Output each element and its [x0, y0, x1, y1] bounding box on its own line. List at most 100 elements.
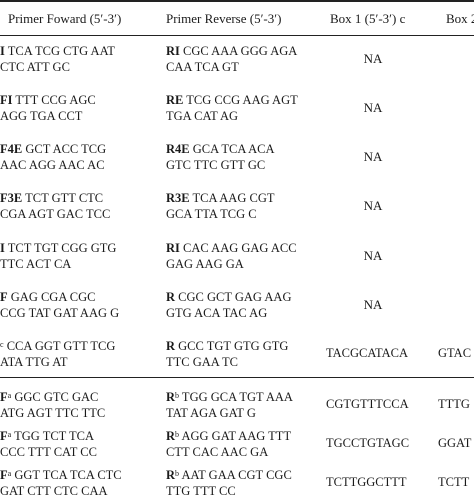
- primer-reverse-seq-line1: AAT GAA CGT CGC: [179, 468, 292, 482]
- primer-forward-tag: FI: [0, 93, 13, 107]
- primer-forward-cell: Fa TGG TCT TCA CCC TTT CAT CC: [0, 428, 97, 460]
- box2-sequence: TTTG: [438, 397, 470, 411]
- primer-forward-seq-line2: GAT CTT CTC CAA: [0, 484, 108, 498]
- primer-forward-cell: c CCA GGT GTT TCG ATA TTG AT: [0, 338, 115, 370]
- primer-reverse-seq-line1: GCC TGT GTG GTG: [175, 339, 289, 353]
- primer-reverse-cell: Rb AAT GAA CGT CGC TTG TTT CC: [166, 467, 292, 499]
- primer-reverse-seq-line1: TGG GCA TGT AAA: [179, 390, 293, 404]
- primer-forward-seq-line2: ATA TTG AT: [0, 355, 68, 369]
- primer-reverse-cell: R CGC GCT GAG AAG GTG ACA TAC AG: [166, 289, 291, 321]
- box1-na: NA: [363, 198, 383, 213]
- primer-reverse-cell: R GCC TGT GTG GTG TTC GAA TC: [166, 338, 288, 370]
- primer-forward-seq-line1: CCA GGT GTT TCG: [3, 339, 116, 353]
- box1-sequence: TCTTGGCTTT: [326, 475, 407, 489]
- primer-reverse-cell: RI CGC AAA GGG AGA CAA TCA GT: [166, 43, 297, 75]
- primer-forward-seq-line2: AAC AGG AAC AC: [0, 158, 105, 172]
- box1-na: NA: [363, 297, 383, 312]
- primer-reverse-cell: R3E TCA AAG CGT GCA TTA TCG C: [166, 190, 274, 222]
- primer-forward-tag: F: [0, 429, 8, 443]
- primer-reverse-cell: Rb TGG GCA TGT AAA TAT AGA GAT G: [166, 389, 293, 421]
- primer-forward-footnote: a: [7, 430, 12, 439]
- primer-reverse-seq-line1: GCA TCA ACA: [189, 142, 275, 156]
- primer-reverse-seq-line2: TTG TTT CC: [166, 484, 236, 498]
- primer-forward-tag: F: [0, 290, 8, 304]
- primer-forward-tag: F4E: [0, 142, 23, 156]
- box1-na: NA: [363, 248, 383, 263]
- primer-reverse-seq-line2: GTG ACA TAC AG: [166, 306, 268, 320]
- box1-na: NA: [363, 100, 383, 115]
- box2-sequence: GGAT: [438, 436, 472, 450]
- top-rule: [0, 0, 474, 2]
- box1-na: NA: [363, 51, 383, 66]
- primer-forward-seq-line1: GGC GTC GAC: [11, 390, 99, 404]
- primer-forward-seq-line1: TTT CCG AGC: [12, 93, 96, 107]
- primer-reverse-seq-line1: CGC AAA GGG AGA: [179, 44, 298, 58]
- primer-forward-seq-line1: GAG CGA CGC: [7, 290, 96, 304]
- primer-forward-tag: F: [0, 390, 8, 404]
- primer-reverse-footnote: b: [175, 430, 180, 439]
- header-box2: Box 2: [446, 11, 474, 26]
- primer-forward-tag: I: [0, 241, 5, 255]
- primer-reverse-tag: R: [166, 390, 176, 404]
- header-primer-forward: Primer Foward (5′-3′): [8, 11, 122, 26]
- primer-forward-seq-line2: TTC ACT CA: [0, 257, 72, 271]
- primer-reverse-cell: R4E GCA TCA ACA GTC TTC GTT GC: [166, 141, 275, 173]
- primer-forward-seq-line1: TGG TCT TCA: [11, 429, 94, 443]
- primer-forward-tag: F: [0, 468, 8, 482]
- primer-forward-cell: FI TTT CCG AGC AGG TGA CCT: [0, 92, 96, 124]
- primer-reverse-seq-line1: TCG CCG AAG AGT: [183, 93, 298, 107]
- primer-reverse-seq-line1: AGG GAT AAG TTT: [179, 429, 292, 443]
- box2-sequence: TCTT: [438, 475, 470, 489]
- primer-reverse-cell: RE TCG CCG AAG AGT TGA CAT AG: [166, 92, 298, 124]
- primer-reverse-tag: R3E: [166, 191, 190, 205]
- header-box1: Box 1 (5′-3′) c: [330, 11, 406, 26]
- primer-reverse-tag: RE: [166, 93, 184, 107]
- primer-forward-cell: I TCA TCG CTG AAT CTC ATT GC: [0, 43, 115, 75]
- primer-forward-seq-line1: TCT GTT CTC: [22, 191, 104, 205]
- primer-forward-cell: Fa GGT TCA TCA CTC GAT CTT CTC CAA: [0, 467, 122, 499]
- primer-reverse-seq-line2: GTC TTC GTT GC: [166, 158, 266, 172]
- primer-forward-cell: F3E TCT GTT CTC CGA AGT GAC TCC: [0, 190, 110, 222]
- primer-forward-seq-line1: GCT ACC TCG: [22, 142, 107, 156]
- primer-reverse-tag: R: [166, 290, 176, 304]
- primer-forward-seq-line1: GGT TCA TCA CTC: [11, 468, 122, 482]
- primer-reverse-footnote: b: [175, 391, 180, 400]
- primer-forward-footnote: c: [0, 340, 4, 349]
- primer-forward-cell: F4E GCT ACC TCG AAC AGG AAC AC: [0, 141, 106, 173]
- primer-forward-tag: I: [0, 44, 5, 58]
- primer-reverse-cell: RI CAC AAG GAG ACC GAG AAG GA: [166, 240, 297, 272]
- primer-forward-seq-line1: TCA TCG CTG AAT: [4, 44, 115, 58]
- header-rule: [0, 35, 474, 36]
- primer-reverse-seq-line2: CAA TCA GT: [166, 60, 239, 74]
- primer-forward-cell: F GAG CGA CGC CCG TAT GAT AAG G: [0, 289, 119, 321]
- box1-sequence: TGCCTGTAGC: [326, 436, 410, 450]
- primer-reverse-seq-line1: CAC AAG GAG ACC: [179, 241, 297, 255]
- primer-forward-seq-line2: AGG TGA CCT: [0, 109, 83, 123]
- primer-forward-seq-line1: TCT TGT CGG GTG: [4, 241, 117, 255]
- primer-reverse-tag: RI: [166, 241, 180, 255]
- box1-sequence: CGTGTTTCCA: [326, 397, 409, 411]
- primer-forward-cell: Fa GGC GTC GAC ATG AGT TTC TTC: [0, 389, 105, 421]
- primer-reverse-seq-line2: TAT AGA GAT G: [166, 406, 256, 420]
- primer-forward-footnote: a: [7, 391, 12, 400]
- group-divider-rule: [0, 377, 474, 378]
- primer-forward-seq-line2: ATG AGT TTC TTC: [0, 406, 106, 420]
- primer-forward-seq-line2: CGA AGT GAC TCC: [0, 207, 111, 221]
- primer-reverse-tag: R: [166, 429, 176, 443]
- primer-reverse-tag: R4E: [166, 142, 190, 156]
- primer-reverse-seq-line1: TCA AAG CGT: [189, 191, 275, 205]
- primer-reverse-seq-line2: GAG AAG GA: [166, 257, 244, 271]
- primer-forward-cell: I TCT TGT CGG GTG TTC ACT CA: [0, 240, 116, 272]
- primer-forward-seq-line2: CTC ATT GC: [0, 60, 70, 74]
- primer-reverse-seq-line2: CTT CAC AAC GA: [166, 445, 269, 459]
- primer-reverse-seq-line1: CGC GCT GAG AAG: [175, 290, 292, 304]
- header-primer-reverse: Primer Reverse (5′-3′): [166, 11, 282, 26]
- box1-sequence: TACGCATACA: [326, 346, 409, 360]
- primer-forward-seq-line2: CCG TAT GAT AAG G: [0, 306, 120, 320]
- primer-reverse-tag: RI: [166, 44, 180, 58]
- primer-reverse-seq-line2: TTC GAA TC: [166, 355, 238, 369]
- primer-reverse-tag: R: [166, 468, 176, 482]
- primer-reverse-seq-line2: GCA TTA TCG C: [166, 207, 257, 221]
- primer-forward-tag: F3E: [0, 191, 23, 205]
- primer-reverse-seq-line2: TGA CAT AG: [166, 109, 239, 123]
